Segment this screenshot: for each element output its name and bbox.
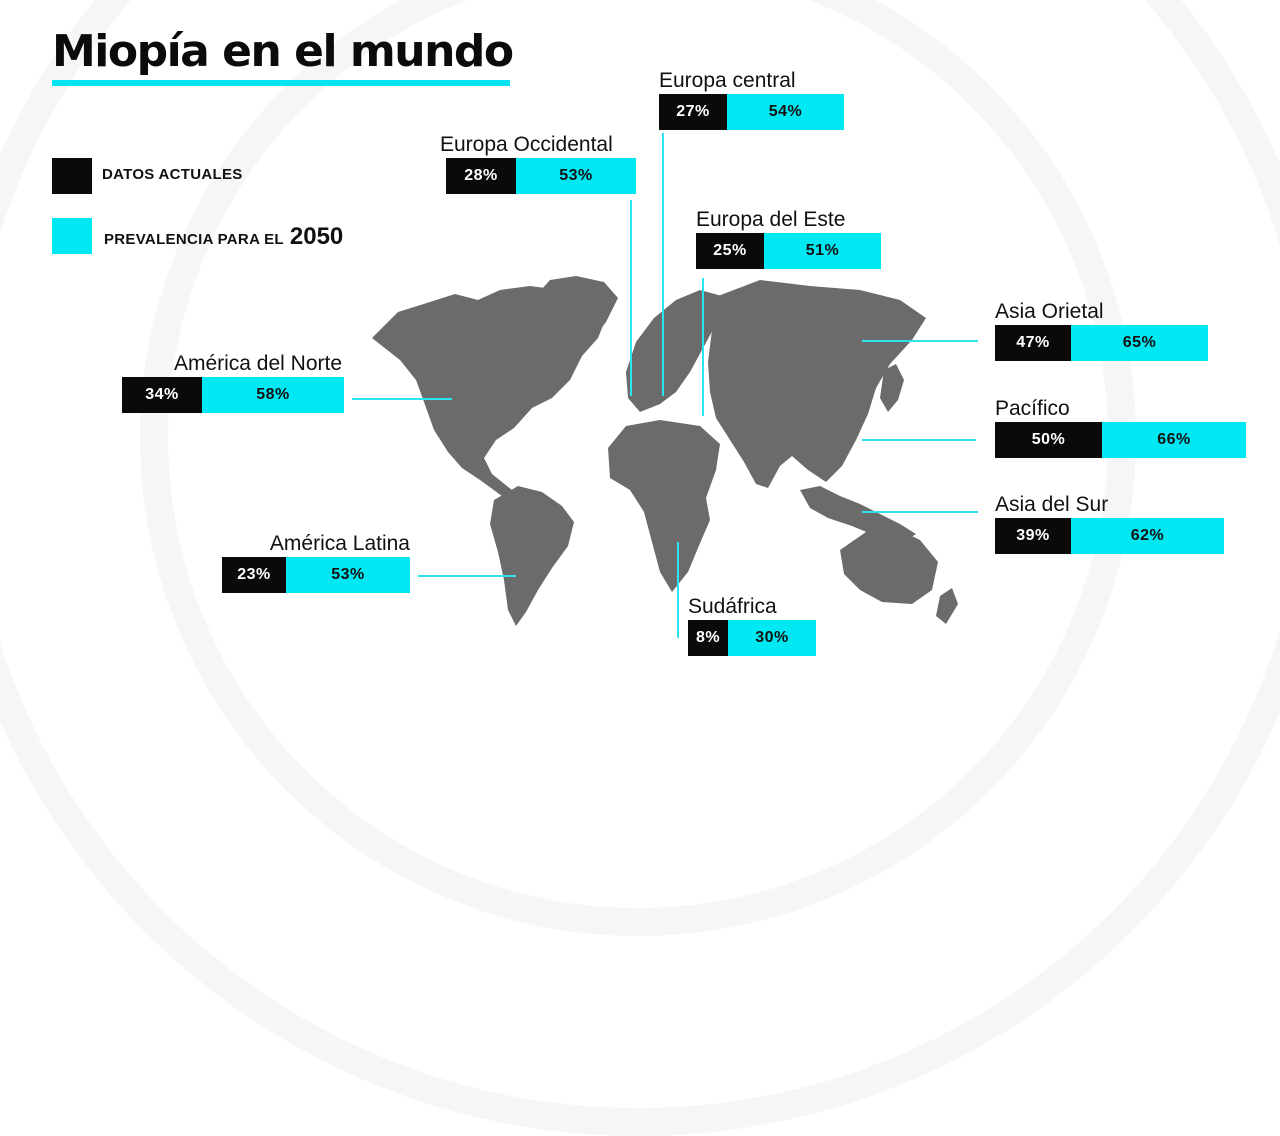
region-name: Europa central (659, 69, 796, 92)
map-europe (626, 290, 722, 412)
value-2050: 53% (286, 557, 410, 593)
region-asia-oriental: Asia Orietal 47% 65% (995, 299, 1209, 361)
value-current: 27% (659, 94, 727, 130)
region-america-del-norte: América del Norte 34% 58% (122, 351, 346, 413)
region-europa-del-este: Europa del Este 25% 51% (696, 207, 886, 269)
value-current: 23% (222, 557, 286, 593)
value-2050: 53% (516, 158, 636, 194)
value-current: 47% (995, 325, 1071, 361)
region-bar: 28% 53% (446, 158, 636, 194)
legend-future-year: 2050 (289, 223, 344, 250)
map-asia (708, 280, 926, 488)
value-current: 25% (696, 233, 764, 269)
legend-future-text: PREVALENCIA PARA EL (104, 231, 284, 248)
value-2050: 66% (1102, 422, 1246, 458)
page-title: Miopía en el mundo (52, 26, 514, 77)
value-2050: 54% (727, 94, 844, 130)
region-america-latina: América Latina 23% 53% (222, 531, 412, 593)
value-2050: 51% (764, 233, 881, 269)
region-name: Pacífico (995, 397, 1070, 420)
map-north-america (372, 286, 606, 496)
value-2050: 58% (202, 377, 344, 413)
legend-label-current: DATOS ACTUALES (102, 166, 243, 183)
value-current: 28% (446, 158, 516, 194)
value-current: 34% (122, 377, 202, 413)
map-greenland (532, 276, 618, 386)
region-name: América Latina (269, 532, 410, 555)
region-bar: 23% 53% (222, 557, 412, 593)
title-underline (52, 80, 510, 86)
map-new-zealand (936, 588, 958, 624)
region-name: Asia del Sur (995, 493, 1109, 516)
value-current: 50% (995, 422, 1102, 458)
region-name: Sudáfrica (688, 595, 777, 618)
region-pacifico: Pacífico 50% 66% (995, 396, 1247, 458)
region-bar: 39% 62% (995, 518, 1227, 554)
value-2050: 30% (728, 620, 816, 656)
value-2050: 62% (1071, 518, 1224, 554)
map-japan (880, 364, 904, 412)
region-europa-occidental: Europa Occidental 28% 53% (440, 132, 636, 194)
region-sudafrica: Sudáfrica 8% 30% (688, 594, 818, 656)
region-bar: 25% 51% (696, 233, 886, 269)
region-name: Europa del Este (696, 208, 846, 231)
map-australia (840, 528, 938, 604)
region-bar: 8% 30% (688, 620, 818, 656)
legend-label-future: PREVALENCIA PARA EL 2050 (104, 223, 343, 251)
region-name: Europa Occidental (440, 133, 613, 156)
region-bar: 50% 66% (995, 422, 1247, 458)
legend-swatch-current (52, 158, 92, 194)
legend-swatch-future (52, 218, 92, 254)
region-name: América del Norte (173, 352, 342, 375)
region-bar: 34% 58% (122, 377, 346, 413)
map-south-america (490, 486, 574, 626)
region-bar: 27% 54% (659, 94, 849, 130)
world-map (372, 276, 958, 626)
value-2050: 65% (1071, 325, 1208, 361)
region-bar: 47% 65% (995, 325, 1209, 361)
region-asia-del-sur: Asia del Sur 39% 62% (995, 492, 1227, 554)
region-name: Asia Orietal (995, 300, 1104, 323)
region-europa-central: Europa central 27% 54% (659, 68, 849, 130)
map-africa (608, 420, 720, 592)
value-current: 8% (688, 620, 728, 656)
leader-lines (352, 133, 978, 638)
value-current: 39% (995, 518, 1071, 554)
